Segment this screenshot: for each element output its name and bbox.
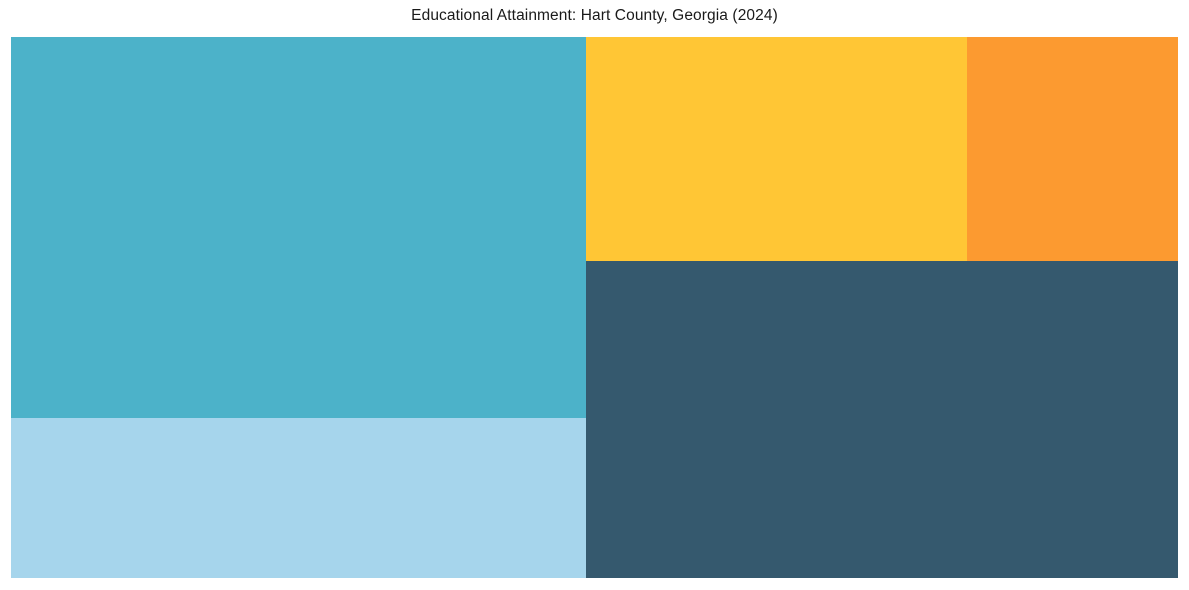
treemap-tile-high-school-graduate[interactable]: High school graduate (includes equivalen… (11, 37, 586, 418)
treemap-tile-some-college-no-degree[interactable]: Some college, no degree (586, 37, 967, 261)
treemap-tile-less-than-high-school[interactable]: Less than high school diploma (586, 261, 1178, 578)
treemap-plot-area: High school graduate (includes equivalen… (11, 37, 1178, 578)
page-title: Educational Attainment: Hart County, Geo… (411, 7, 778, 24)
treemap-tile-associates-degree[interactable]: Associate's degree (967, 37, 1178, 261)
treemap-tile-bachelors-degree[interactable]: Bachelor's degree (11, 418, 586, 578)
